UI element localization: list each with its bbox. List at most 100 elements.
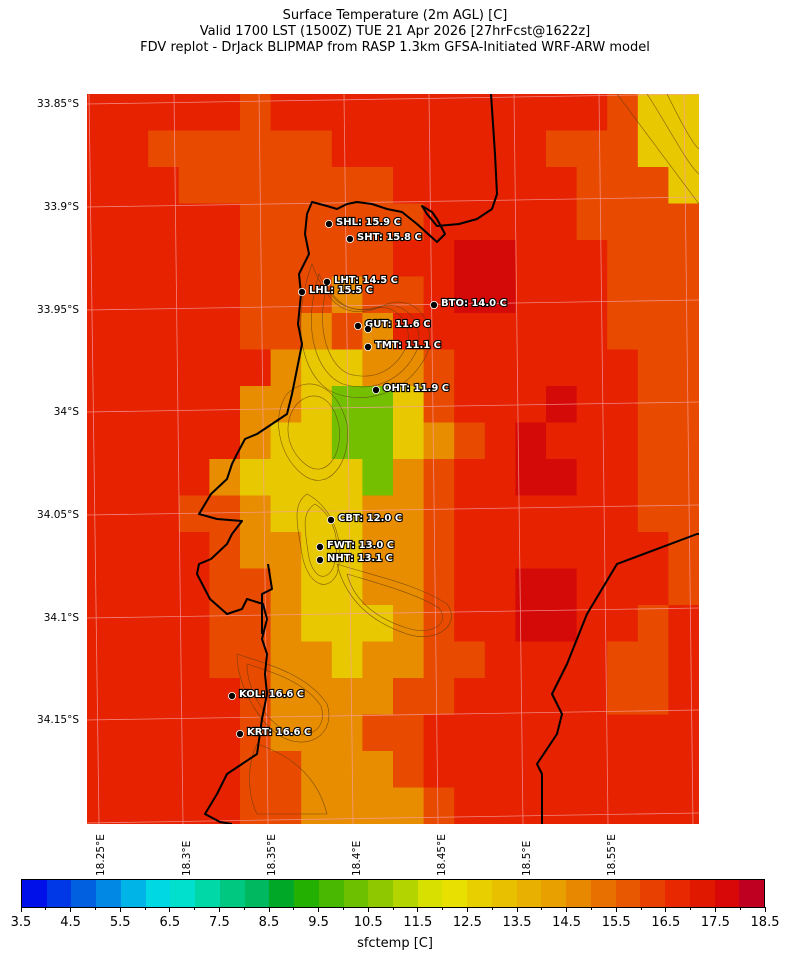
grid-cell xyxy=(331,459,363,497)
grid-cell xyxy=(423,678,455,716)
grid-cell xyxy=(454,678,486,716)
grid-cell xyxy=(270,422,302,460)
grid-cell xyxy=(668,386,699,424)
grid-cell xyxy=(668,349,699,387)
grid-cell xyxy=(515,495,547,533)
grid-cell xyxy=(178,203,210,241)
grid-cell xyxy=(240,167,272,205)
grid-cell xyxy=(148,605,180,643)
grid-cell xyxy=(178,459,210,497)
grid-cell xyxy=(637,605,669,643)
colorbar-tick xyxy=(615,907,617,912)
grid-cell xyxy=(607,714,639,752)
grid-cell xyxy=(362,459,394,497)
colorbar-tick-label: 15.5 xyxy=(601,915,631,930)
grid-cell xyxy=(87,532,119,570)
grid-cell xyxy=(546,130,578,168)
grid-cell xyxy=(423,641,455,679)
grid-cell xyxy=(270,495,302,533)
grid-cell xyxy=(178,495,210,533)
grid-cell xyxy=(637,349,669,387)
grid-cell xyxy=(209,313,241,351)
grid-cell xyxy=(607,495,639,533)
grid-cell xyxy=(515,276,547,314)
grid-cell xyxy=(240,276,272,314)
grid-cell xyxy=(454,386,486,424)
grid-cell xyxy=(87,714,119,752)
grid-cell xyxy=(117,130,149,168)
colorbar-tick xyxy=(70,907,72,912)
grid-cell xyxy=(637,167,669,205)
grid-cell xyxy=(240,349,272,387)
grid-cell xyxy=(668,787,699,824)
colorbar-swatch xyxy=(467,880,492,907)
grid-cell xyxy=(393,459,425,497)
colorbar-swatch xyxy=(516,880,542,907)
colorbar-swatch xyxy=(665,880,690,907)
grid-cell xyxy=(393,130,425,168)
longitude-tick-label: 18.5°E xyxy=(521,840,533,876)
colorbar-swatch xyxy=(96,880,121,907)
grid-cell xyxy=(209,641,241,679)
grid-cell xyxy=(607,751,639,789)
grid-cell xyxy=(148,240,180,278)
grid-cell xyxy=(301,641,333,679)
colorbar-tick xyxy=(739,907,741,910)
grid-cell xyxy=(576,240,608,278)
grid-cell xyxy=(576,422,608,460)
longitude-tick-label: 18.35°E xyxy=(266,834,278,876)
longitude-tick-label: 18.45°E xyxy=(436,834,448,876)
grid-cell xyxy=(515,641,547,679)
latitude-tick-label: 34.15°S xyxy=(37,714,79,726)
grid-cell xyxy=(607,313,639,351)
grid-cell xyxy=(637,203,669,241)
grid-cell xyxy=(607,568,639,606)
grid-cell xyxy=(546,313,578,351)
colorbar-tick xyxy=(318,907,320,912)
grid-cell xyxy=(87,94,119,132)
grid-cell xyxy=(576,459,608,497)
grid-cell xyxy=(117,532,149,570)
grid-cell xyxy=(546,641,578,679)
colorbar-tick-label: 9.5 xyxy=(308,915,329,930)
station-label: LHT: 14.5 C xyxy=(334,275,398,286)
grid-cell xyxy=(362,94,394,132)
grid-cell xyxy=(301,167,333,205)
grid-cell xyxy=(637,313,669,351)
grid-cell xyxy=(87,386,119,424)
grid-cell xyxy=(484,94,516,132)
colorbar-swatch xyxy=(71,880,97,907)
grid-cell xyxy=(484,751,516,789)
grid-cell xyxy=(454,459,486,497)
grid-cell xyxy=(331,240,363,278)
grid-cell xyxy=(148,459,180,497)
colorbar-tick xyxy=(293,907,295,910)
grid-cell xyxy=(209,422,241,460)
grid-cell xyxy=(484,532,516,570)
station-label: BTO: 14.0 C xyxy=(441,298,507,309)
grid-cell xyxy=(637,240,669,278)
grid-cell xyxy=(484,130,516,168)
grid-cell xyxy=(178,130,210,168)
colorbar-swatch xyxy=(343,880,369,907)
grid-cell xyxy=(393,167,425,205)
longitude-tick-label: 18.55°E xyxy=(606,834,618,876)
station-tmt: TMT: 11.1 C xyxy=(363,339,442,352)
grid-cell xyxy=(301,714,333,752)
colorbar-swatch xyxy=(739,880,765,907)
grid-cell xyxy=(117,167,149,205)
grid-cell xyxy=(637,678,669,716)
grid-cell xyxy=(576,678,608,716)
grid-cell xyxy=(178,349,210,387)
grid-cell xyxy=(240,459,272,497)
grid-cell xyxy=(87,459,119,497)
grid-cell xyxy=(515,678,547,716)
grid-cell xyxy=(607,240,639,278)
grid-cell xyxy=(270,167,302,205)
grid-cell xyxy=(423,130,455,168)
grid-cell xyxy=(240,532,272,570)
grid-cell xyxy=(270,313,302,351)
grid-cell xyxy=(454,313,486,351)
grid-cell xyxy=(484,167,516,205)
grid-cell xyxy=(546,422,578,460)
